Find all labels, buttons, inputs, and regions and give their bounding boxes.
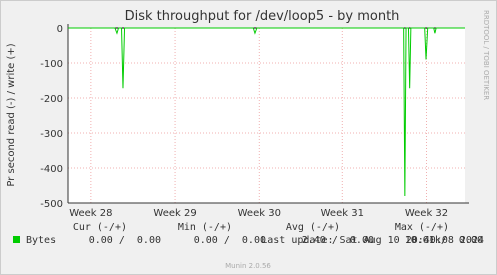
plot-area [68,28,465,203]
y-tick-label: -200 [40,94,63,105]
legend-header: Min (-/+) [178,222,232,233]
last-update: Last update: Sat Aug 10 20:40:08 2024 [261,235,484,246]
footer: Munin 2.0.56 [225,262,271,270]
legend-label: Bytes [26,235,56,246]
y-tick-label: -400 [40,164,63,175]
legend-value: 2.40 / 0.00 [302,235,374,246]
legend-value: 10.61k/ 0.00 [405,235,483,246]
legend-value: 0.00 / 0.00 [194,235,266,246]
y-tick-label: -300 [40,129,63,140]
legend-header: Max (-/+) [395,222,449,233]
x-tick-label: Week 31 [321,208,364,219]
y-axis-label: Pr second read (-) / write (+) [6,43,17,186]
y-tick-label: 0 [57,24,63,35]
y-tick-label: -500 [40,199,63,210]
legend-header: Cur (-/+) [73,222,127,233]
legend-swatch [13,236,20,243]
legend-header: Avg (-/+) [286,222,340,233]
side-label: RRDTOOL / TOBI OETIKER [482,10,490,100]
x-tick-label: Week 29 [153,208,196,219]
x-tick-label: Week 28 [69,208,112,219]
x-tick-label: Week 32 [405,208,448,219]
y-tick-label: -100 [40,59,63,70]
legend-value: 0.00 / 0.00 [89,235,161,246]
x-tick-label: Week 30 [238,208,281,219]
line-series [68,27,465,197]
chart-title: Disk throughput for /dev/loop5 - by mont… [125,9,400,24]
